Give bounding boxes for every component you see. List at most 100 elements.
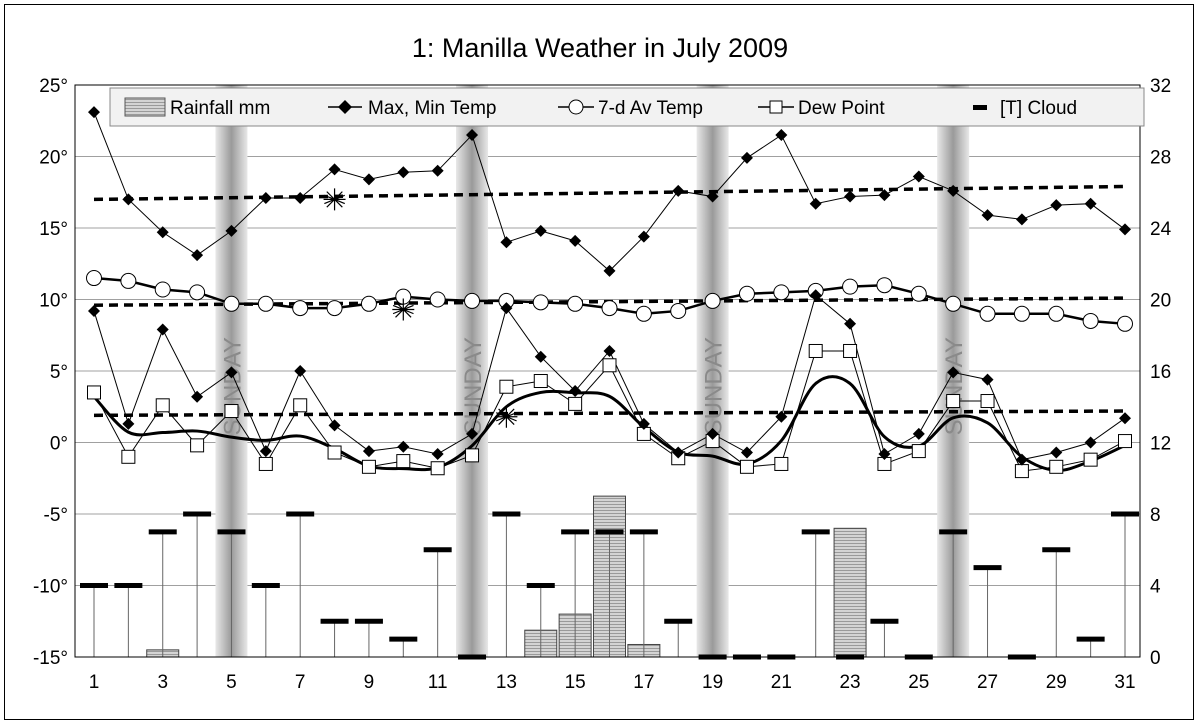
asterisk-marker bbox=[495, 405, 518, 428]
legend-circle-icon bbox=[568, 99, 584, 115]
y-tick-left: -10° bbox=[33, 577, 68, 598]
avg-temp-point bbox=[326, 300, 343, 317]
y-tick-left: 10° bbox=[39, 291, 68, 312]
min-temp-point bbox=[259, 445, 272, 458]
x-tick: 19 bbox=[702, 672, 723, 693]
max-temp-point bbox=[362, 173, 375, 186]
x-tick: 27 bbox=[977, 672, 998, 693]
cloud-mark bbox=[251, 583, 280, 588]
min-temp-point bbox=[775, 410, 788, 423]
y-tick-left: 5° bbox=[50, 362, 68, 383]
cloud-mark bbox=[148, 529, 177, 535]
min-temp-point bbox=[294, 365, 307, 377]
avg-temp-point bbox=[704, 292, 721, 309]
max-temp-point bbox=[1050, 199, 1063, 212]
sunday-label: SUNDAY bbox=[460, 337, 487, 435]
min-temp-point bbox=[672, 446, 685, 459]
max-temp-point bbox=[156, 226, 169, 239]
avg-temp-point bbox=[738, 285, 755, 302]
max-temp-point bbox=[844, 190, 857, 203]
max-temp-point bbox=[466, 129, 479, 142]
dew-point-point bbox=[1083, 452, 1098, 467]
legend-maxmin: Max, Min Temp bbox=[368, 98, 496, 119]
dew-point-point bbox=[430, 461, 445, 476]
avg-temp-point bbox=[567, 295, 584, 312]
cloud-mark bbox=[561, 529, 590, 535]
max-temp-point bbox=[981, 209, 994, 222]
cloud-mark bbox=[114, 583, 143, 588]
avg-temp-point bbox=[1082, 312, 1099, 329]
max-temp-point bbox=[1015, 213, 1028, 226]
cloud-mark bbox=[183, 511, 212, 517]
avg-temp-point bbox=[842, 278, 859, 295]
dew-point-point bbox=[1049, 459, 1064, 474]
avg-temp-point bbox=[670, 302, 687, 319]
x-tick: 5 bbox=[226, 672, 237, 693]
dew-point-point bbox=[602, 358, 617, 373]
max-temp-point bbox=[259, 191, 272, 204]
avg-temp-point bbox=[120, 272, 137, 289]
rain-bar bbox=[833, 527, 867, 658]
min-temp-point bbox=[844, 317, 857, 330]
avg-temp-point bbox=[360, 295, 377, 312]
y-tick-right: 8 bbox=[1150, 505, 1161, 526]
max-temp-point bbox=[328, 163, 341, 176]
cloud-mark bbox=[595, 529, 624, 535]
max-temp-point bbox=[431, 164, 444, 177]
min-temp-point bbox=[637, 417, 650, 430]
sunday-band bbox=[696, 85, 729, 657]
dew-point-point bbox=[980, 394, 995, 409]
y-tick-left: -5° bbox=[44, 505, 69, 526]
x-tick: 1 bbox=[89, 672, 100, 693]
min-temp-point bbox=[706, 427, 719, 440]
dew-point-point bbox=[224, 404, 239, 419]
dew-point-point bbox=[843, 343, 858, 358]
avg-temp-point bbox=[1013, 305, 1030, 322]
asterisk-marker bbox=[323, 188, 346, 211]
min-temp-point bbox=[122, 417, 135, 430]
max-temp-point bbox=[534, 224, 547, 237]
avg-temp-point bbox=[532, 294, 549, 311]
min-temp-point bbox=[1084, 436, 1097, 449]
sunday-label: SUNDAY bbox=[701, 337, 728, 435]
x-tick: 21 bbox=[771, 672, 792, 693]
max-temp-point bbox=[672, 184, 685, 197]
dew-point-point bbox=[1118, 434, 1132, 449]
legend-dew: Dew Point bbox=[798, 98, 885, 119]
cloud-mark bbox=[354, 618, 383, 624]
x-tick: 11 bbox=[428, 672, 448, 693]
legend-diamond-icon bbox=[338, 100, 352, 114]
min-temp-point bbox=[809, 289, 822, 302]
cloud-mark bbox=[286, 511, 315, 517]
max-temp-point bbox=[1084, 197, 1097, 210]
max-temp-point bbox=[294, 191, 307, 204]
avg-temp-point bbox=[1117, 315, 1133, 332]
max-temp-point bbox=[878, 189, 891, 202]
x-tick: 3 bbox=[157, 672, 168, 693]
cloud-mark bbox=[1076, 636, 1105, 642]
asterisk-marker bbox=[392, 298, 415, 321]
dashed-reference-line bbox=[93, 184, 1126, 202]
dew-point-point bbox=[258, 456, 273, 471]
max-temp-point bbox=[569, 234, 582, 247]
avg-temp-point bbox=[292, 300, 309, 317]
dew-point-point bbox=[293, 398, 308, 413]
cloud-mark bbox=[80, 583, 108, 588]
y-tick-right: 24 bbox=[1150, 219, 1172, 240]
dew-point-point bbox=[533, 374, 548, 389]
dew-point-point bbox=[327, 445, 342, 460]
min-temp-point bbox=[328, 419, 341, 432]
min-temp-point bbox=[947, 366, 960, 379]
min-temp-line bbox=[93, 294, 1126, 461]
legend-dash-icon bbox=[973, 105, 987, 110]
dew-point-point bbox=[739, 459, 754, 474]
avg-temp-point bbox=[773, 284, 790, 301]
y-tick-right: 4 bbox=[1150, 577, 1161, 598]
chart-frame bbox=[4, 4, 1194, 720]
max-temp-point bbox=[603, 264, 616, 277]
dew-point-point bbox=[946, 394, 961, 409]
x-tick: 7 bbox=[295, 672, 306, 693]
y-tick-right: 32 bbox=[1150, 76, 1171, 97]
max-temp-point bbox=[122, 193, 135, 206]
avg-temp-point bbox=[635, 305, 652, 322]
